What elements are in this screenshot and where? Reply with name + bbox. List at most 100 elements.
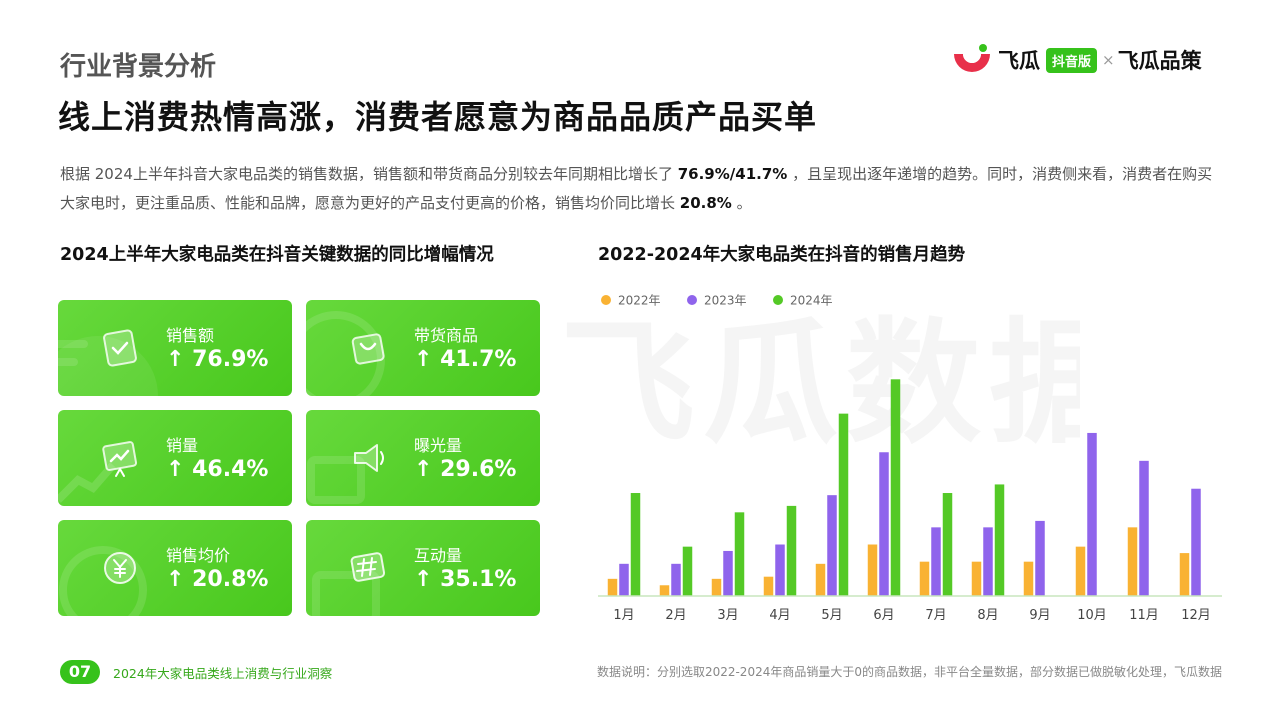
description-highlight-2: 20.8% xyxy=(679,194,732,212)
kpi-card-sales-amount: 销售额 ↑ 76.9% xyxy=(58,300,292,396)
legend-label: 2023年 xyxy=(704,294,747,308)
kpi-label: 销售额 xyxy=(166,326,215,345)
bar xyxy=(919,561,930,596)
x-tick-label: 10月 xyxy=(1077,608,1107,623)
kpi-value: ↑ 76.9% xyxy=(166,347,269,372)
x-tick-label: 8月 xyxy=(977,608,998,623)
watermark: 飞瓜数据 xyxy=(560,305,1080,460)
x-tick-label: 9月 xyxy=(1029,608,1050,623)
legend-marker xyxy=(687,295,697,305)
bar xyxy=(1087,432,1097,596)
trend-board-icon xyxy=(102,441,138,477)
x-tick-label: 6月 xyxy=(873,608,894,623)
x-axis-labels: 1月 2月 3月 4月 5月 6月 7月 8月 9月 10月 11月 12月 xyxy=(613,608,1210,623)
page-number-badge: 07 xyxy=(60,660,100,684)
legend-marker xyxy=(773,295,783,305)
bar xyxy=(931,527,941,596)
kpi-card-products: 带货商品 ↑ 41.7% xyxy=(306,300,540,396)
bar xyxy=(1139,460,1149,596)
x-tick-label: 2月 xyxy=(665,608,686,623)
megaphone-icon xyxy=(354,444,384,472)
bar xyxy=(867,544,878,596)
monthly-sales-bar-chart: 2022年 2023年 2024年 1月 2月 3月 4月 5月 6月 7月 8月 9月 10月 11月… xyxy=(598,294,1222,623)
kpi-label: 互动量 xyxy=(414,546,463,565)
bar xyxy=(890,379,901,596)
bar xyxy=(607,578,618,596)
bar xyxy=(1035,520,1045,596)
description-highlight-1: 76.9%/41.7% xyxy=(677,165,788,183)
x-tick-label: 12月 xyxy=(1181,608,1211,623)
bar xyxy=(619,563,629,596)
left-section-title: 2024上半年大家电品类在抖音关键数据的同比增幅情况 xyxy=(60,245,494,265)
bar xyxy=(630,493,641,596)
brand-logo: 飞瓜 抖音版 × 飞瓜品策 xyxy=(950,42,1202,78)
description-text-2: ，且呈现出逐年递增的趋势。同时，消费侧来看，消费者在购买大家电时，更注重品质、性… xyxy=(60,165,1213,212)
x-tick-label: 1月 xyxy=(613,608,634,623)
bar xyxy=(815,563,826,596)
section-label: 行业背景分析 xyxy=(60,52,217,82)
melon-logo-icon xyxy=(954,44,990,72)
data-note: 数据说明：分别选取2022-2024年商品销量大于0的商品数据，非平台全量数据，… xyxy=(596,665,1222,679)
bar xyxy=(879,452,889,596)
kpi-value: ↑ 20.8% xyxy=(166,567,269,592)
chart-legend: 2022年 2023年 2024年 xyxy=(601,294,833,308)
x-tick-label: 5月 xyxy=(821,608,842,623)
kpi-value: ↑ 35.1% xyxy=(414,567,517,592)
bar xyxy=(942,493,953,596)
bar xyxy=(671,563,681,596)
bar xyxy=(994,484,1005,596)
kpi-card-volume: 销量 ↑ 46.4% xyxy=(58,410,292,506)
bar xyxy=(1191,488,1201,596)
kpi-value: ↑ 46.4% xyxy=(166,457,269,482)
description-text-3: 。 xyxy=(736,194,752,212)
partner-name: 飞瓜品策 xyxy=(1117,49,1202,73)
brand-separator: × xyxy=(1102,51,1115,69)
kpi-label: 销量 xyxy=(166,436,199,455)
x-tick-label: 4月 xyxy=(769,608,790,623)
kpi-value: ↑ 41.7% xyxy=(414,347,517,372)
x-tick-label: 3月 xyxy=(717,608,738,623)
page-title: 线上消费热情高涨，消费者愿意为商品品质产品买单 xyxy=(58,98,818,136)
kpi-label: 带货商品 xyxy=(414,326,479,345)
brand-name: 飞瓜 xyxy=(998,49,1040,73)
bar xyxy=(711,578,722,596)
card-decoration xyxy=(58,336,158,396)
description-text-1: 根据 2024上半年抖音大家电品类的销售数据，销售额和带货商品分别较去年同期相比… xyxy=(60,165,673,183)
bar xyxy=(734,512,745,596)
legend-label: 2022年 xyxy=(618,294,661,308)
hashtag-icon xyxy=(350,552,386,582)
report-title: 2024年大家电品类线上消费与行业洞察 xyxy=(113,666,333,681)
bar xyxy=(775,544,785,596)
shopping-bag-icon xyxy=(351,333,385,365)
bar xyxy=(1179,553,1190,596)
kpi-value: ↑ 29.6% xyxy=(414,457,517,482)
bar xyxy=(682,546,693,596)
watermark-text: 飞瓜数据 xyxy=(560,305,1080,460)
bar xyxy=(763,576,774,596)
kpi-card-avg-price: 销售均价 ↑ 20.8% xyxy=(58,520,292,616)
card-decoration xyxy=(312,571,380,616)
document-check-icon xyxy=(103,329,137,367)
brand-badge: 抖音版 xyxy=(1046,47,1098,73)
chart-title: 2022-2024年大家电品类在抖音的销售月趋势 xyxy=(598,245,966,265)
x-tick-label: 11月 xyxy=(1129,608,1159,623)
kpi-label: 曝光量 xyxy=(414,436,463,455)
bar xyxy=(723,550,733,596)
legend-label: 2024年 xyxy=(790,294,833,308)
legend-marker xyxy=(601,295,611,305)
kpi-card-interaction: 互动量 ↑ 35.1% xyxy=(306,520,540,616)
card-decoration xyxy=(58,462,117,503)
yuan-coin-icon xyxy=(104,552,136,584)
chart-bars xyxy=(607,379,1201,596)
bar xyxy=(1127,527,1138,596)
bar xyxy=(1023,561,1034,596)
bar xyxy=(1075,546,1086,596)
bar xyxy=(659,585,670,596)
card-decoration xyxy=(59,546,147,616)
bar xyxy=(827,495,837,596)
bar xyxy=(786,505,797,596)
card-decoration xyxy=(307,456,365,504)
kpi-label: 销售均价 xyxy=(166,546,231,565)
bar xyxy=(983,527,993,596)
bar xyxy=(971,561,982,596)
